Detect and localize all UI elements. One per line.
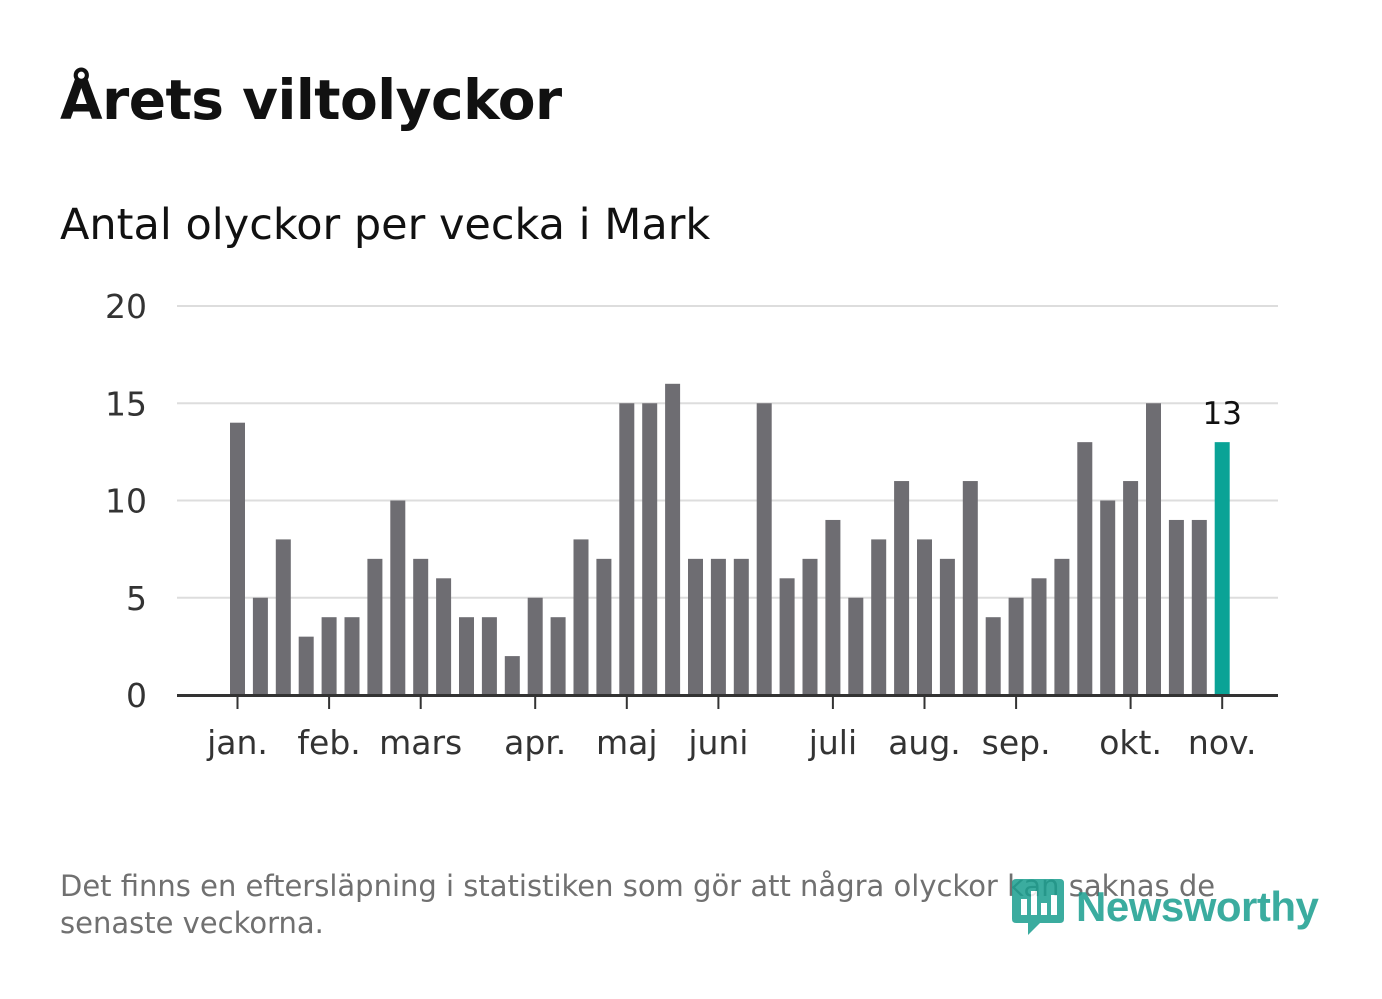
bar — [802, 558, 818, 695]
bar — [413, 558, 429, 695]
bar — [894, 481, 910, 695]
bar — [1146, 403, 1161, 695]
bar-highlight — [1214, 442, 1230, 695]
chart-title: Årets viltolyckor — [60, 68, 562, 132]
bar — [917, 539, 932, 695]
bar — [1191, 519, 1207, 695]
y-tick-label: 10 — [105, 482, 147, 521]
bar — [1100, 500, 1116, 695]
bar — [1077, 442, 1093, 695]
bar — [298, 636, 314, 695]
bar — [871, 539, 887, 695]
y-tick-label: 0 — [126, 676, 147, 715]
bar — [390, 500, 406, 695]
bar — [939, 558, 955, 695]
y-tick-label: 20 — [105, 287, 147, 326]
bar — [688, 558, 703, 695]
bar — [1054, 558, 1070, 695]
x-tick-label-juli: juli — [808, 723, 857, 762]
bar — [756, 403, 772, 695]
bar — [436, 578, 452, 695]
bar — [619, 403, 635, 695]
bar — [252, 597, 268, 695]
x-tick-label-nov: nov. — [1188, 723, 1257, 762]
x-tick-label-feb: feb. — [297, 723, 360, 762]
chart-subtitle: Antal olyckor per vecka i Mark — [60, 200, 711, 250]
y-tick-label: 15 — [105, 384, 147, 423]
bar — [985, 617, 1001, 695]
logo-text: Newsworthy — [1076, 883, 1319, 930]
x-tick-label-jan: jan. — [206, 723, 268, 762]
gridlines — [177, 305, 1278, 599]
bars — [230, 383, 1230, 695]
bar — [962, 481, 978, 695]
newsworthy-logo: Newsworthy — [1010, 875, 1319, 939]
x-tick-label-sep: sep. — [982, 723, 1051, 762]
bar — [504, 656, 520, 695]
bar — [275, 539, 291, 695]
bar — [779, 578, 795, 695]
bar — [665, 383, 681, 695]
bar — [1168, 519, 1184, 695]
bar — [733, 558, 749, 695]
bar — [825, 519, 841, 695]
x-tick-label-okt: okt. — [1099, 723, 1162, 762]
x-tick-label-aug: aug. — [888, 723, 961, 762]
bar — [573, 539, 589, 695]
annotations: 13 — [1202, 396, 1241, 432]
bar — [481, 617, 497, 695]
highlight-value-label: 13 — [1202, 396, 1241, 432]
bar — [230, 422, 245, 695]
bar-chart-speech-bubble-icon — [1012, 879, 1064, 935]
x-tick-label-mars: mars — [379, 723, 462, 762]
bar — [1123, 481, 1139, 695]
bar — [527, 597, 543, 695]
bar — [344, 617, 360, 695]
bar — [1031, 578, 1047, 695]
x-axis: jan. feb. mars apr. maj juni juli aug. sep. okt. n… — [177, 694, 1278, 762]
bar — [848, 597, 864, 695]
bar — [321, 617, 337, 695]
bar — [642, 403, 658, 695]
bar — [550, 617, 566, 695]
bar — [367, 558, 383, 695]
x-tick-label-maj: maj — [596, 723, 658, 762]
x-tick-label-apr: apr. — [504, 723, 566, 762]
bar — [596, 558, 612, 695]
x-tick-label-juni: juni — [687, 723, 748, 762]
bar — [710, 558, 726, 695]
bar — [1008, 597, 1024, 695]
bar — [459, 617, 474, 695]
y-axis-labels: 0 5 10 15 20 — [105, 287, 147, 715]
y-tick-label: 5 — [126, 579, 147, 618]
